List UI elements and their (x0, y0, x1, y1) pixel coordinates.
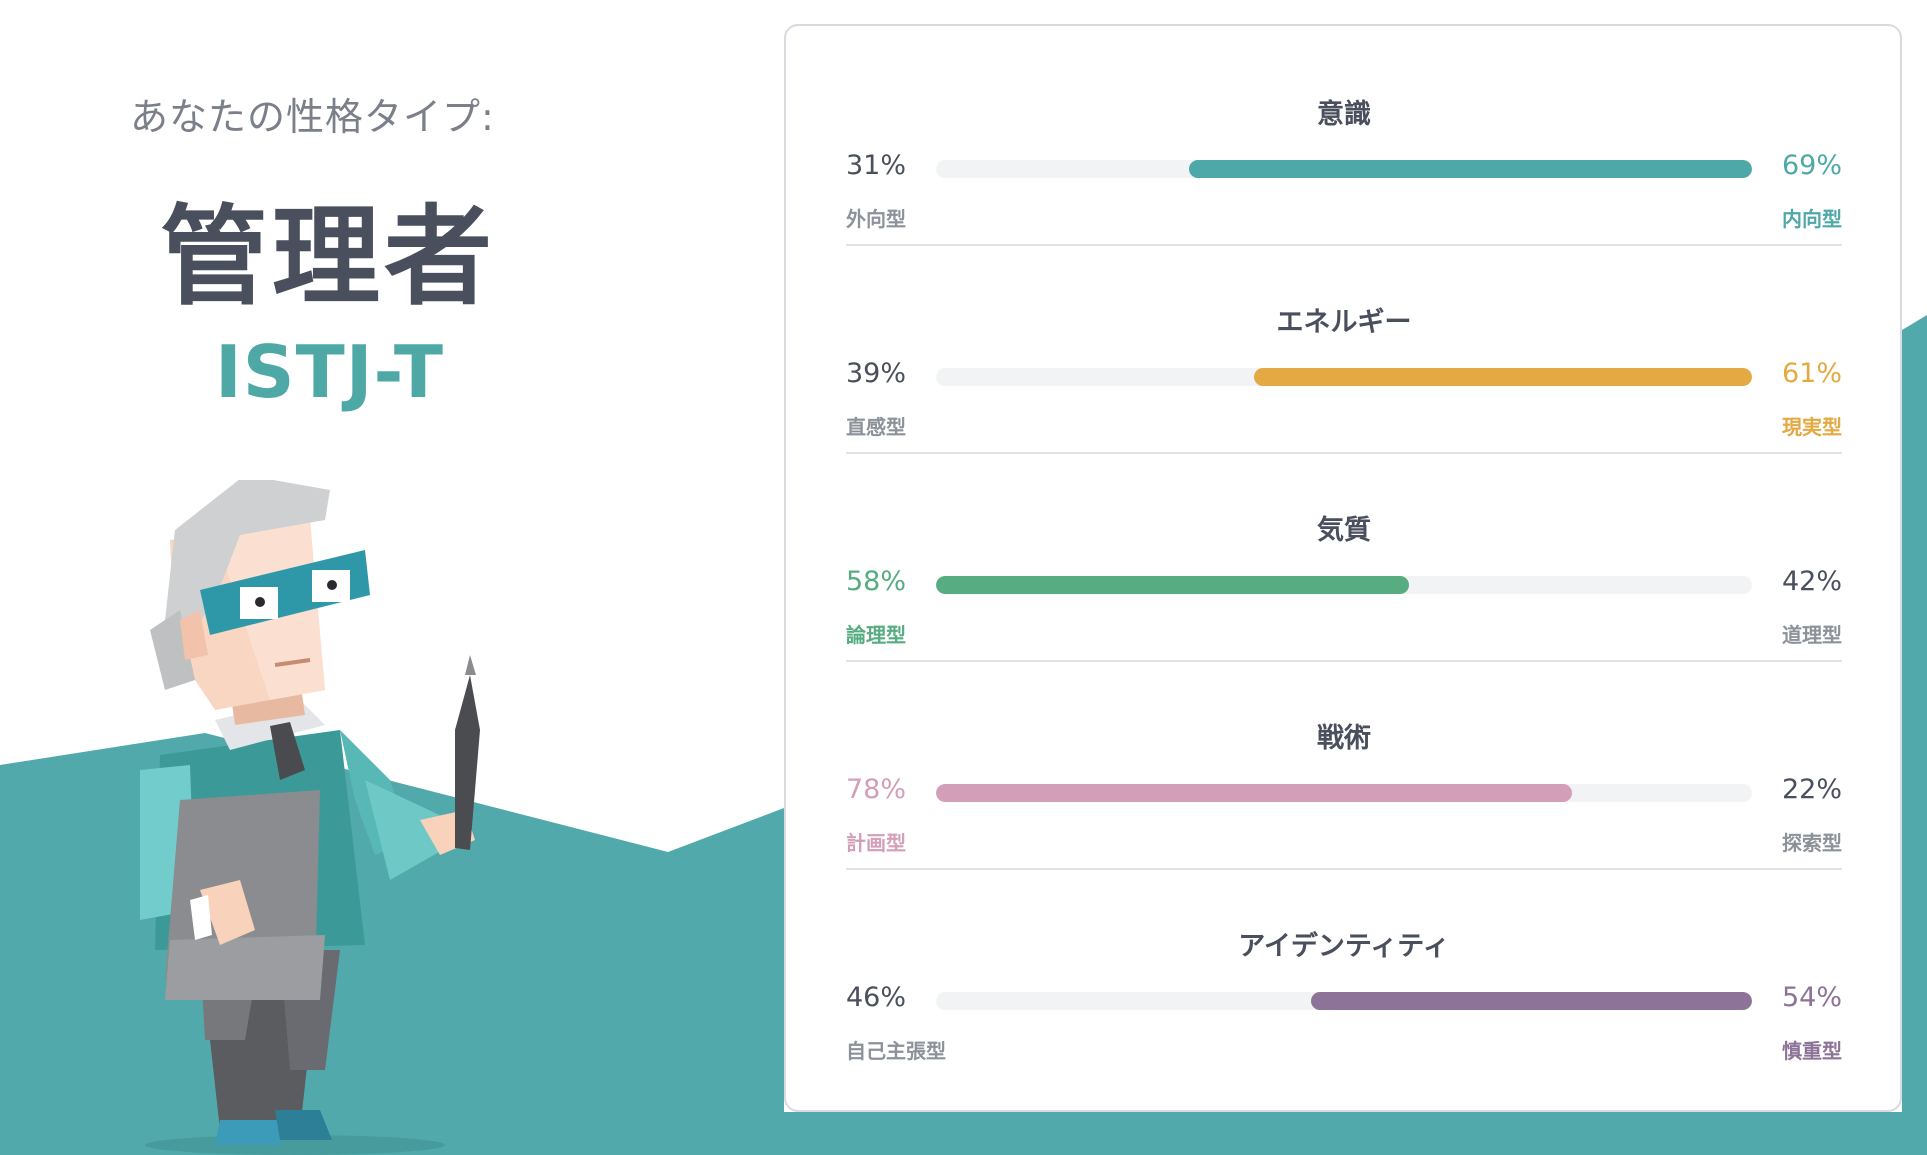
left-percentage: 58% (846, 566, 907, 597)
right-percentage: 42% (1781, 566, 1842, 597)
right-percentage: 61% (1781, 358, 1842, 389)
right-percentage: 22% (1781, 774, 1842, 805)
right-trait-label: 慎重型 (1782, 1039, 1842, 1063)
type-label: あなたの性格タイプ: (130, 95, 495, 139)
trait-divider (846, 244, 1842, 246)
trait-title: 意識 (1317, 99, 1371, 130)
trait-title: エネルギー (1276, 307, 1412, 338)
personality-summary: あなたの性格タイプ: 管理者 ISTJ-T (0, 0, 780, 1155)
left-trait-label: 外向型 (846, 207, 906, 231)
trait-progress-track (936, 784, 1752, 802)
trait-row: 気質 58% 42% 論理型 道理型 (846, 454, 1842, 662)
trait-progress-track (936, 992, 1752, 1010)
trait-progress-fill (936, 784, 1573, 802)
right-trait-label: 内向型 (1782, 207, 1842, 231)
trait-progress-track (936, 368, 1752, 386)
left-trait-label: 論理型 (846, 623, 906, 647)
type-code: ISTJ-T (215, 330, 444, 414)
left-trait-label: 計画型 (846, 831, 906, 855)
logistician-character-illustration (140, 480, 480, 1155)
trait-progress-track (936, 576, 1752, 594)
right-trait-label: 現実型 (1782, 415, 1842, 439)
left-percentage: 39% (846, 358, 907, 389)
trait-progress-fill (1311, 992, 1752, 1010)
right-percentage: 69% (1781, 150, 1842, 181)
trait-divider (846, 868, 1842, 870)
left-trait-label: 直感型 (846, 415, 906, 439)
left-percentage: 78% (846, 774, 907, 805)
left-percentage: 31% (846, 150, 907, 181)
right-trait-label: 探索型 (1782, 831, 1842, 855)
trait-progress-fill (1188, 160, 1752, 178)
trait-divider (846, 660, 1842, 662)
right-trait-label: 道理型 (1782, 623, 1842, 647)
trait-progress-track (936, 160, 1752, 178)
left-trait-label: 自己主張型 (846, 1039, 946, 1063)
type-name: 管理者 (160, 195, 497, 320)
left-percentage: 46% (846, 982, 907, 1013)
trait-title: 気質 (1317, 515, 1371, 546)
trait-progress-fill (1254, 368, 1752, 386)
trait-progress-fill (936, 576, 1410, 594)
trait-row: アイデンティティ 46% 54% 自己主張型 慎重型 (846, 870, 1842, 1078)
trait-title: アイデンティティ (1238, 931, 1450, 962)
trait-title: 戦術 (1317, 723, 1371, 754)
trait-row: エネルギー 39% 61% 直感型 現実型 (846, 246, 1842, 454)
trait-row: 戦術 78% 22% 計画型 探索型 (846, 662, 1842, 870)
right-percentage: 54% (1781, 982, 1842, 1013)
trait-results-card: 意識 31% 69% 外向型 内向型エネルギー 39% 61% 直感型 現実型気質 58% 42% 論… (784, 24, 1902, 1112)
trait-row: 意識 31% 69% 外向型 内向型 (846, 38, 1842, 246)
trait-divider (846, 452, 1842, 454)
